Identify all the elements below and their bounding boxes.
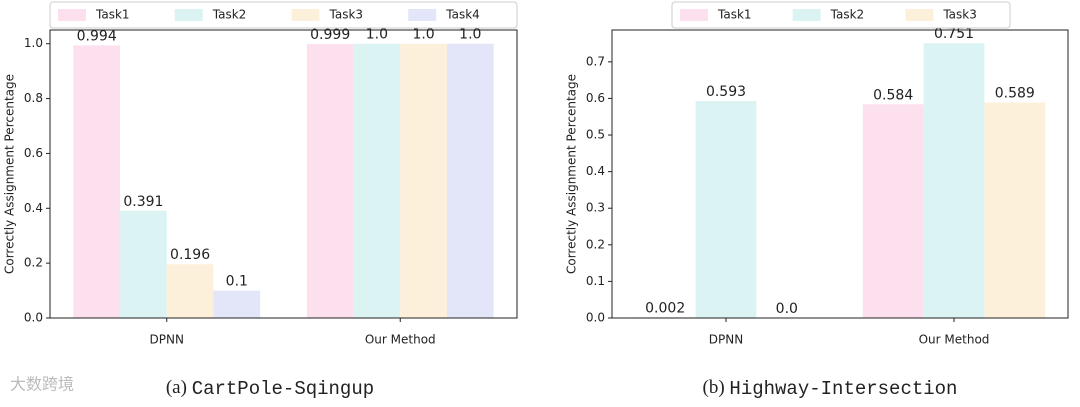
x-tick-label: Our Method bbox=[919, 333, 990, 347]
bar bbox=[923, 43, 985, 319]
legend-label: Task3 bbox=[942, 8, 977, 22]
y-tick-label: 0.2 bbox=[586, 237, 605, 251]
legend-swatch bbox=[408, 9, 437, 21]
legend-box bbox=[671, 1, 1011, 29]
y-axis-label: Correctly Assignment Percentage bbox=[3, 74, 17, 274]
plot-frame bbox=[611, 29, 1069, 319]
y-tick-label: 0.7 bbox=[586, 54, 605, 68]
bar bbox=[306, 43, 354, 318]
y-tick-label: 0.6 bbox=[586, 91, 605, 105]
value-label: 1.0 bbox=[459, 27, 481, 43]
value-label: 0.593 bbox=[706, 84, 746, 100]
legend-swatch bbox=[792, 9, 821, 21]
value-label: 0.751 bbox=[934, 26, 974, 42]
value-label: 0.589 bbox=[995, 85, 1035, 101]
bar bbox=[120, 210, 167, 318]
value-label: 0.999 bbox=[310, 27, 350, 43]
y-tick-label: 0.2 bbox=[24, 256, 43, 270]
legend-swatch bbox=[680, 9, 708, 21]
legend-swatch bbox=[58, 9, 86, 21]
legend-swatch bbox=[291, 9, 320, 21]
y-tick-label: 0.8 bbox=[24, 91, 43, 105]
value-label: 0.0 bbox=[776, 301, 798, 317]
bar bbox=[400, 43, 447, 318]
x-tick-label: Our Method bbox=[365, 333, 436, 347]
y-tick-label: 0.5 bbox=[586, 128, 605, 142]
value-label: 0.196 bbox=[170, 247, 210, 263]
y-tick-label: 0.0 bbox=[24, 311, 43, 325]
x-tick-label: DPNN bbox=[150, 333, 184, 347]
caption: (b) Highway-Intersection bbox=[703, 377, 958, 400]
y-tick-label: 1.0 bbox=[24, 36, 43, 50]
y-tick-label: 0.0 bbox=[586, 311, 605, 325]
watermark: 大数跨境 bbox=[10, 375, 74, 394]
legend-label: Task2 bbox=[212, 8, 247, 22]
caption-name: Highway-Intersection bbox=[729, 378, 957, 400]
value-label: 0.1 bbox=[226, 274, 248, 290]
legend-box bbox=[49, 1, 518, 29]
y-tick-label: 0.4 bbox=[586, 164, 605, 178]
bar bbox=[353, 43, 401, 318]
legend-label: Task3 bbox=[329, 8, 364, 22]
bar bbox=[695, 100, 757, 318]
bar bbox=[213, 290, 261, 318]
legend-label: Task1 bbox=[95, 8, 130, 22]
y-tick-label: 0.6 bbox=[24, 146, 43, 160]
caption-label: (b) bbox=[703, 377, 725, 398]
legend-swatch bbox=[174, 9, 203, 21]
bar bbox=[73, 45, 121, 319]
legend-label: Task1 bbox=[717, 8, 752, 22]
bar bbox=[166, 264, 214, 318]
x-tick-label: DPNN bbox=[709, 333, 743, 347]
value-label: 1.0 bbox=[366, 27, 388, 43]
legend-swatch bbox=[905, 9, 934, 21]
value-label: 0.002 bbox=[645, 300, 685, 316]
bar bbox=[984, 102, 1046, 319]
y-tick-label: 0.3 bbox=[586, 201, 605, 215]
value-label: 0.391 bbox=[123, 194, 163, 210]
bar bbox=[862, 104, 924, 318]
y-axis-label: Correctly Assignment Percentage bbox=[565, 74, 579, 274]
value-label: 0.994 bbox=[77, 28, 117, 44]
y-tick-label: 0.1 bbox=[586, 274, 605, 288]
value-label: 1.0 bbox=[412, 27, 434, 43]
plot-frame bbox=[49, 29, 518, 319]
caption-label: (a) bbox=[166, 377, 187, 398]
legend-label: Task4 bbox=[445, 8, 480, 22]
caption-name: CartPole-Sqingup bbox=[192, 378, 374, 400]
y-tick-label: 0.4 bbox=[24, 201, 43, 215]
value-label: 0.584 bbox=[873, 87, 913, 103]
caption: (a) CartPole-Sqingup bbox=[166, 377, 374, 400]
bar bbox=[446, 43, 494, 318]
legend-label: Task2 bbox=[830, 8, 865, 22]
